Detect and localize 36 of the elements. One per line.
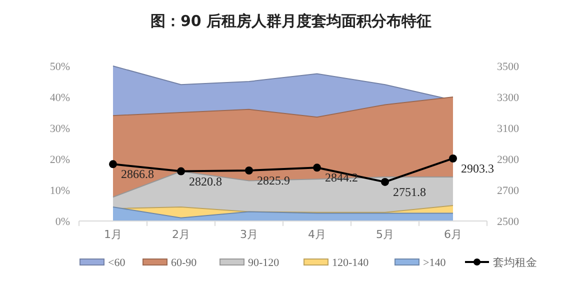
- x-tick-label: 5月: [376, 228, 394, 241]
- y-tick-label: 20%: [50, 154, 70, 166]
- legend-label: 套均租金: [493, 257, 537, 269]
- legend-label: 120-140: [332, 257, 370, 269]
- data-label: 2903.3: [461, 161, 494, 176]
- point: [109, 160, 117, 168]
- point: [313, 164, 321, 172]
- y2-tick-label: 3500: [497, 61, 520, 73]
- y-tick-label: 30%: [50, 123, 70, 135]
- point: [245, 166, 253, 174]
- y-tick-label: 0%: [55, 216, 70, 228]
- y2-tick-label: 3300: [497, 92, 520, 104]
- legend-label: >140: [423, 257, 446, 269]
- y2-tick-label: 2700: [497, 185, 520, 197]
- data-label: 2751.8: [393, 184, 426, 199]
- x-tick-label: 4月: [308, 228, 326, 241]
- x-tick-label: 3月: [240, 228, 258, 241]
- legend-label: <60: [108, 257, 126, 269]
- x-tick-label: 2月: [172, 228, 190, 241]
- legend-label: 90-120: [248, 257, 280, 269]
- data-label: 2866.8: [121, 167, 154, 182]
- data-label: 2820.8: [189, 174, 222, 188]
- point: [381, 178, 389, 186]
- y-tick-label: 50%: [50, 61, 70, 73]
- y-tick-label: 10%: [50, 185, 70, 197]
- point: [177, 167, 185, 176]
- data-label: 2844.2: [325, 170, 358, 185]
- y2-tick-label: 3100: [497, 123, 520, 135]
- y2-tick-label: 2500: [497, 216, 520, 228]
- chart-title: 图：90 后租房人群月度套均面积分布特征: [150, 12, 432, 30]
- y2-tick-label: 2900: [497, 154, 520, 166]
- x-tick-label: 1月: [104, 228, 122, 241]
- x-tick-label: 6月: [444, 228, 462, 241]
- legend-label: 60-90: [171, 257, 198, 269]
- point: [449, 154, 457, 162]
- y-tick-label: 40%: [50, 92, 70, 104]
